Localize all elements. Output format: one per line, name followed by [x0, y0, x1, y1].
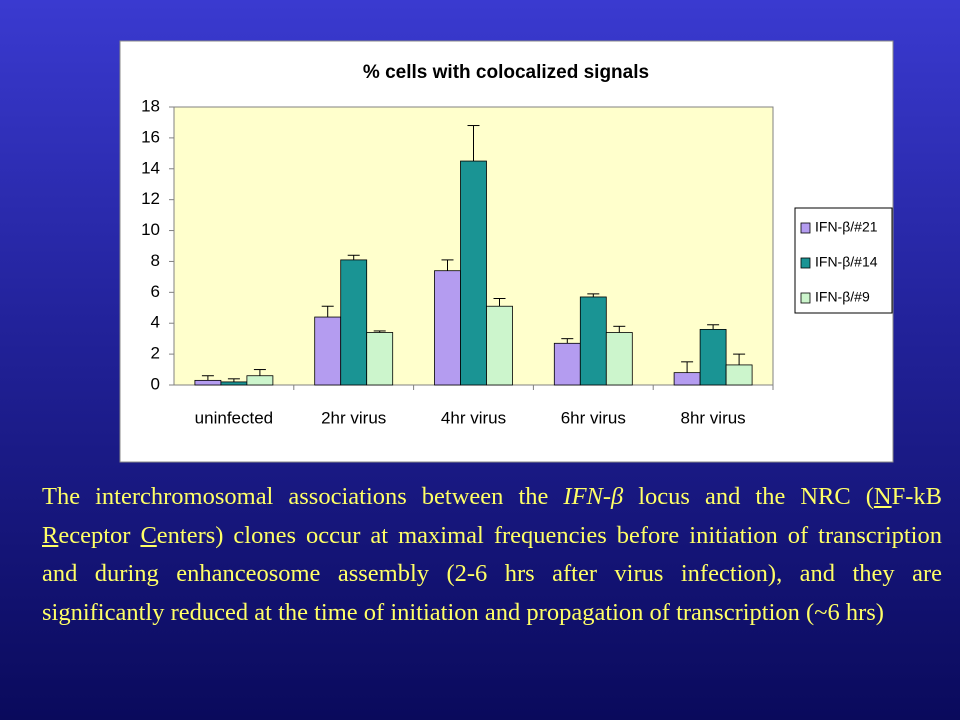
bar	[673, 372, 701, 386]
y-tick-label: 18	[141, 96, 160, 115]
caption-underline: R	[42, 521, 59, 549]
y-tick-label: 4	[151, 313, 160, 332]
y-tick-label: 8	[151, 251, 160, 270]
y-tick-label: 2	[151, 344, 160, 363]
chart-title: % cells with colocalized signals	[363, 62, 649, 83]
error-bar	[681, 361, 694, 373]
bar	[579, 296, 607, 386]
error-bar	[373, 330, 386, 333]
bar	[314, 316, 342, 386]
error-bar	[587, 293, 600, 297]
error-bar	[707, 324, 720, 330]
error-bar	[493, 298, 506, 307]
caption-italic: IFN-β	[563, 483, 624, 510]
bar	[366, 332, 394, 386]
error-bar	[613, 325, 626, 333]
legend-swatch	[800, 257, 811, 269]
bar	[220, 381, 248, 386]
caption-text: The interchromosomal associations betwee…	[42, 483, 564, 510]
bar	[605, 332, 633, 386]
bar	[486, 305, 513, 386]
legend-label: IFN-β/#9	[815, 289, 870, 305]
x-tick-label: uninfected	[195, 408, 273, 427]
bar	[246, 375, 274, 386]
caption-text: locus and the NRC (	[623, 483, 874, 510]
bar	[340, 259, 368, 386]
chart: % cells with colocalized signals 0 2 4 6 8 10…	[119, 40, 894, 463]
legend-swatch	[800, 222, 811, 234]
x-tick-label: 4hr virus	[441, 408, 506, 427]
caption-underline: C	[140, 521, 157, 549]
y-tick-label: 6	[151, 282, 160, 301]
x-tick-label: 8hr virus	[681, 408, 746, 427]
y-tick-label: 0	[151, 374, 160, 393]
error-bar	[441, 259, 454, 271]
error-bar	[561, 338, 574, 344]
error-bar	[201, 375, 214, 381]
caption: The interchromosomal associations betwee…	[42, 478, 942, 632]
caption-text: F-kB	[891, 483, 942, 510]
error-bar	[253, 369, 266, 376]
legend-label: IFN-β/#21	[815, 219, 878, 235]
legend-label: IFN-β/#14	[815, 254, 878, 270]
error-bar	[347, 254, 360, 260]
x-tick-label: 6hr virus	[561, 408, 626, 427]
y-tick-label: 14	[141, 158, 160, 177]
error-bar	[733, 353, 746, 365]
y-tick-label: 12	[141, 189, 160, 208]
bar	[699, 328, 727, 386]
error-bar	[467, 125, 480, 162]
caption-text: enters) clones occur at maximal frequenc…	[42, 521, 942, 626]
legend-swatch	[800, 292, 811, 304]
x-tick-label: 2hr virus	[321, 408, 386, 427]
bar	[725, 364, 753, 386]
y-tick-label: 16	[141, 127, 160, 146]
bar	[194, 379, 222, 386]
bar	[460, 160, 487, 386]
bar	[553, 342, 581, 386]
caption-text: eceptor	[58, 521, 141, 549]
caption-underline: N	[873, 483, 892, 510]
error-bar	[227, 378, 240, 382]
legend-box	[794, 207, 893, 314]
y-tick-label: 10	[141, 220, 160, 239]
error-bar	[321, 305, 334, 318]
bar	[434, 270, 461, 386]
